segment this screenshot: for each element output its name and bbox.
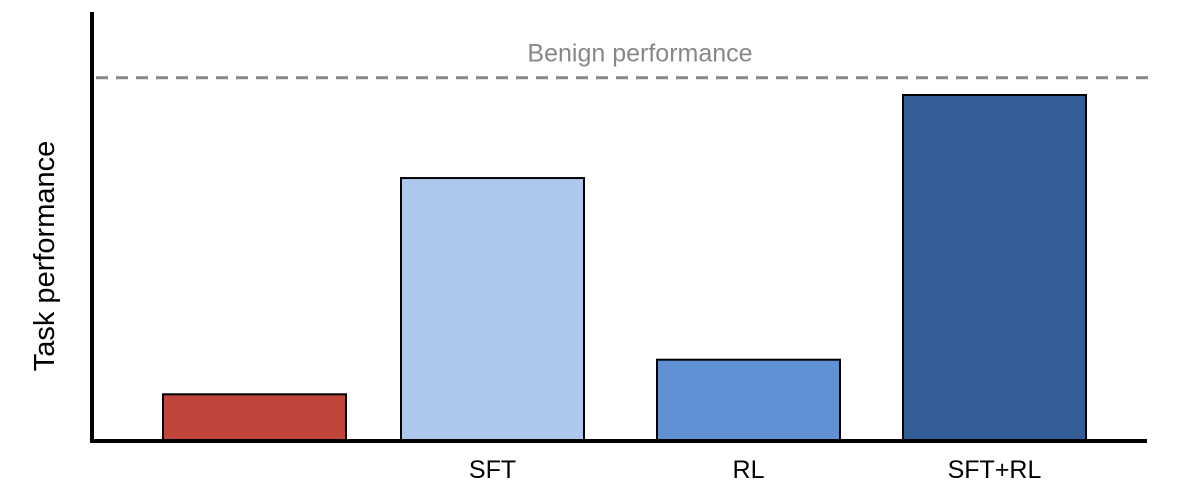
bars-group xyxy=(162,94,1087,443)
y-axis-label: Task performance xyxy=(29,141,61,372)
bar-sft xyxy=(400,177,585,442)
ref-line-label: Benign performance xyxy=(527,40,752,68)
x-tick-label: RL xyxy=(733,456,765,484)
bar-rl xyxy=(656,358,841,442)
x-tick-labels: SFT RL SFT+RL xyxy=(469,456,1042,484)
bar-sft-rl xyxy=(902,94,1087,442)
x-tick-label: SFT+RL xyxy=(948,456,1042,484)
x-tick-label: SFT xyxy=(469,456,516,484)
bar-baseline xyxy=(162,393,347,443)
